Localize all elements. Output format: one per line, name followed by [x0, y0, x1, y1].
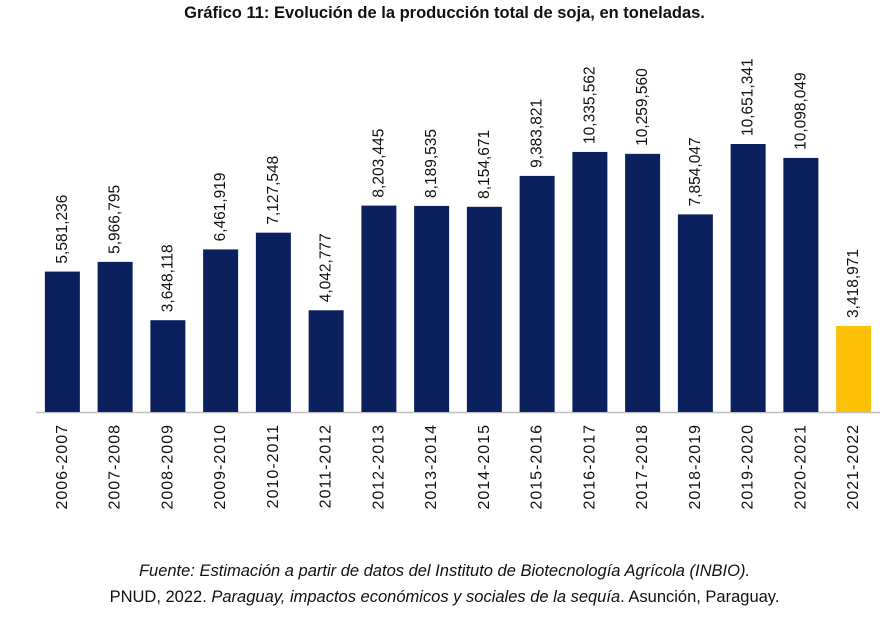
bar-2020-2021	[783, 157, 819, 412]
value-label-2013-2014: 8,189,535	[423, 129, 440, 198]
category-label-2016-2017: 2016-2017	[581, 424, 598, 510]
bar-2015-2016	[519, 175, 555, 412]
category-label-2017-2018: 2017-2018	[634, 424, 651, 510]
category-label-2015-2016: 2015-2016	[529, 424, 546, 510]
bar-2012-2013	[361, 205, 397, 412]
value-label-2020-2021: 10,098,049	[792, 72, 809, 150]
value-label-2012-2013: 8,203,445	[370, 129, 387, 198]
category-label-2009-2010: 2009-2010	[212, 424, 229, 510]
category-label-2012-2013: 2012-2013	[370, 424, 387, 510]
value-label-2018-2019: 7,854,047	[687, 137, 704, 206]
bar-2006-2007	[44, 271, 80, 412]
source-publication-title: Paraguay, impactos económicos y sociales…	[211, 588, 621, 606]
source-place: . Asunción, Paraguay.	[620, 588, 780, 606]
value-label-2017-2018: 10,259,560	[634, 68, 651, 146]
bar-2013-2014	[414, 205, 450, 412]
bar-2021-2022	[836, 325, 872, 412]
source-line-2: PNUD, 2022. Paraguay, impactos económico…	[0, 588, 889, 607]
value-label-2009-2010: 6,461,919	[212, 172, 229, 241]
category-label-2006-2007: 2006-2007	[54, 424, 71, 510]
value-label-2007-2008: 5,966,795	[107, 185, 124, 254]
value-label-2021-2022: 3,418,971	[845, 249, 862, 318]
bar-2016-2017	[572, 151, 608, 412]
category-label-2018-2019: 2018-2019	[687, 424, 704, 510]
bar-chart: 5,581,236 2006-2007 5,966,795 2007-2008 3,64…	[36, 58, 880, 510]
value-label-2008-2009: 3,648,118	[159, 244, 176, 312]
category-label-2007-2008: 2007-2008	[107, 424, 124, 510]
source-citation: Fuente: Estimación a partir de datos del…	[138, 562, 751, 580]
value-label-2014-2015: 8,154,671	[476, 130, 493, 199]
value-label-2006-2007: 5,581,236	[54, 195, 71, 264]
bar-2017-2018	[625, 153, 661, 412]
bar-2010-2011	[255, 232, 291, 412]
chart-title: Gráfico 11: Evolución de la producción t…	[184, 4, 705, 22]
category-label-2008-2009: 2008-2009	[159, 424, 176, 510]
source-author: PNUD, 2022.	[109, 588, 212, 606]
category-label-2011-2012: 2011-2012	[318, 424, 335, 508]
value-label-2010-2011: 7,127,548	[265, 156, 282, 225]
category-label-2014-2015: 2014-2015	[476, 424, 493, 510]
value-label-2019-2020: 10,651,341	[740, 58, 757, 136]
bar-2011-2012	[308, 310, 344, 412]
bar-2009-2010	[203, 249, 239, 412]
value-label-2011-2012: 4,042,777	[318, 233, 335, 302]
category-label-2010-2011: 2010-2011	[265, 424, 282, 508]
value-label-2016-2017: 10,335,562	[581, 66, 598, 144]
category-label-2013-2014: 2013-2014	[423, 424, 440, 510]
category-label-2020-2021: 2020-2021	[792, 424, 809, 510]
value-label-2015-2016: 9,383,821	[529, 99, 546, 168]
bar-2007-2008	[97, 261, 133, 412]
bar-2018-2019	[677, 214, 713, 412]
category-label-2019-2020: 2019-2020	[740, 424, 757, 510]
bar-2008-2009	[150, 320, 186, 412]
source-line-1: Fuente: Estimación a partir de datos del…	[0, 562, 889, 581]
category-label-2021-2022: 2021-2022	[845, 424, 862, 510]
bar-2014-2015	[466, 206, 502, 412]
bar-2019-2020	[730, 144, 766, 412]
